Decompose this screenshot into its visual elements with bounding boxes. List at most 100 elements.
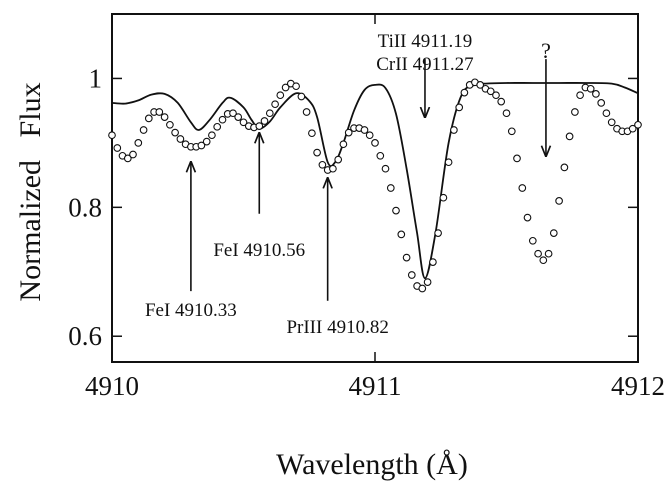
observed-point-19 bbox=[208, 131, 216, 140]
observed-point-87 bbox=[565, 132, 574, 141]
observed-point-37 bbox=[302, 108, 311, 116]
observed-point-53 bbox=[386, 184, 395, 192]
observed-point-88 bbox=[571, 108, 579, 116]
observed-point-57 bbox=[407, 271, 416, 279]
observed-point-79 bbox=[523, 213, 532, 222]
observed-point-29 bbox=[260, 117, 269, 125]
observed-point-42 bbox=[329, 164, 337, 173]
series-layer bbox=[108, 78, 642, 293]
annotation-label-0-1: CrII 4911.27 bbox=[376, 54, 473, 75]
observed-point-1 bbox=[113, 144, 122, 152]
observed-point-62 bbox=[434, 229, 442, 237]
x-axis-label: Wavelength (Å) bbox=[276, 448, 468, 481]
observed-point-48 bbox=[360, 126, 369, 134]
annotation-label-4-0: PrIII 4910.82 bbox=[286, 317, 388, 338]
observed-point-28 bbox=[255, 122, 264, 130]
y-tick-label-1: 0.8 bbox=[68, 192, 102, 222]
y-tick-label-2: 1 bbox=[89, 63, 103, 93]
x-tick-label-2: 4912 bbox=[611, 371, 665, 401]
observed-point-51 bbox=[376, 151, 385, 160]
observed-point-13 bbox=[176, 135, 185, 143]
observed-point-45 bbox=[344, 128, 353, 137]
observed-point-89 bbox=[576, 91, 584, 100]
observed-point-11 bbox=[166, 120, 174, 129]
observed-point-30 bbox=[265, 109, 274, 118]
observed-point-36 bbox=[297, 92, 306, 101]
observed-point-35 bbox=[292, 82, 300, 91]
observed-point-31 bbox=[271, 100, 279, 109]
observed-point-18 bbox=[202, 137, 211, 146]
observed-point-81 bbox=[534, 249, 542, 258]
observed-point-60 bbox=[423, 278, 432, 286]
observed-point-5 bbox=[134, 139, 143, 147]
observed-point-33 bbox=[281, 83, 290, 92]
observed-point-66 bbox=[455, 103, 464, 112]
x-tick-labels: 4910 4911 4912 bbox=[85, 371, 665, 401]
observed-point-12 bbox=[171, 128, 179, 137]
observed-point-39 bbox=[313, 148, 321, 157]
observed-point-100 bbox=[634, 120, 642, 129]
y-tick-label-0: 0.6 bbox=[68, 321, 102, 351]
observed-point-91 bbox=[586, 84, 595, 93]
observed-point-72 bbox=[486, 87, 495, 96]
observed-point-74 bbox=[497, 97, 506, 106]
observed-point-78 bbox=[518, 184, 527, 192]
observed-point-52 bbox=[381, 164, 390, 173]
observed-point-50 bbox=[371, 139, 379, 147]
observed-point-7 bbox=[144, 114, 153, 123]
axis-ticks bbox=[111, 14, 639, 362]
observed-point-70 bbox=[476, 81, 485, 89]
synthetic-spectrum-line bbox=[111, 82, 639, 280]
y-axis-label: Normalized Flux bbox=[14, 82, 47, 301]
observed-point-65 bbox=[450, 126, 458, 134]
observed-point-67 bbox=[460, 88, 469, 97]
x-tick-label-1: 4911 bbox=[349, 371, 402, 401]
observed-point-99 bbox=[628, 124, 637, 133]
observed-point-4 bbox=[129, 150, 137, 159]
observed-point-82 bbox=[539, 256, 548, 265]
observed-point-95 bbox=[607, 118, 616, 127]
observed-point-20 bbox=[213, 122, 222, 131]
observed-point-77 bbox=[513, 154, 521, 163]
observed-point-25 bbox=[239, 118, 248, 127]
observed-point-63 bbox=[439, 193, 448, 202]
observed-point-17 bbox=[197, 141, 206, 150]
observed-point-44 bbox=[339, 140, 348, 149]
observed-point-0 bbox=[108, 131, 116, 140]
observed-point-85 bbox=[555, 197, 563, 205]
annotation-label-0-0: TiII 4911.19 bbox=[378, 31, 473, 52]
observed-point-76 bbox=[507, 127, 516, 136]
annotation-label-3-0: FeI 4910.33 bbox=[145, 300, 237, 321]
observed-point-56 bbox=[402, 253, 411, 262]
observed-point-75 bbox=[502, 109, 511, 118]
observed-point-73 bbox=[492, 91, 500, 100]
observed-point-86 bbox=[560, 163, 569, 172]
y-tick-labels: 0.6 0.8 1 bbox=[68, 63, 102, 351]
observed-point-55 bbox=[397, 230, 406, 239]
observed-point-3 bbox=[123, 154, 132, 163]
observed-point-49 bbox=[365, 131, 374, 140]
x-tick-label-0: 4910 bbox=[85, 371, 139, 401]
observed-point-92 bbox=[592, 90, 600, 98]
observed-point-59 bbox=[418, 284, 427, 293]
observed-point-6 bbox=[139, 126, 148, 134]
observed-point-24 bbox=[234, 113, 243, 121]
observed-point-43 bbox=[334, 155, 343, 164]
observed-point-32 bbox=[276, 91, 285, 100]
observed-point-93 bbox=[597, 99, 606, 107]
observed-point-94 bbox=[602, 109, 611, 118]
annotation-label-2-0: FeI 4910.56 bbox=[213, 240, 305, 261]
observed-point-84 bbox=[549, 229, 558, 237]
observed-point-61 bbox=[429, 258, 437, 266]
observed-point-23 bbox=[229, 109, 237, 118]
observed-point-21 bbox=[218, 115, 227, 124]
observed-point-9 bbox=[155, 108, 164, 116]
observed-point-80 bbox=[528, 236, 537, 245]
observed-point-40 bbox=[318, 160, 327, 169]
observed-point-83 bbox=[544, 249, 553, 258]
observed-point-64 bbox=[444, 158, 453, 167]
annotation-label-1-0: ? bbox=[541, 38, 551, 63]
observed-point-38 bbox=[308, 129, 316, 138]
